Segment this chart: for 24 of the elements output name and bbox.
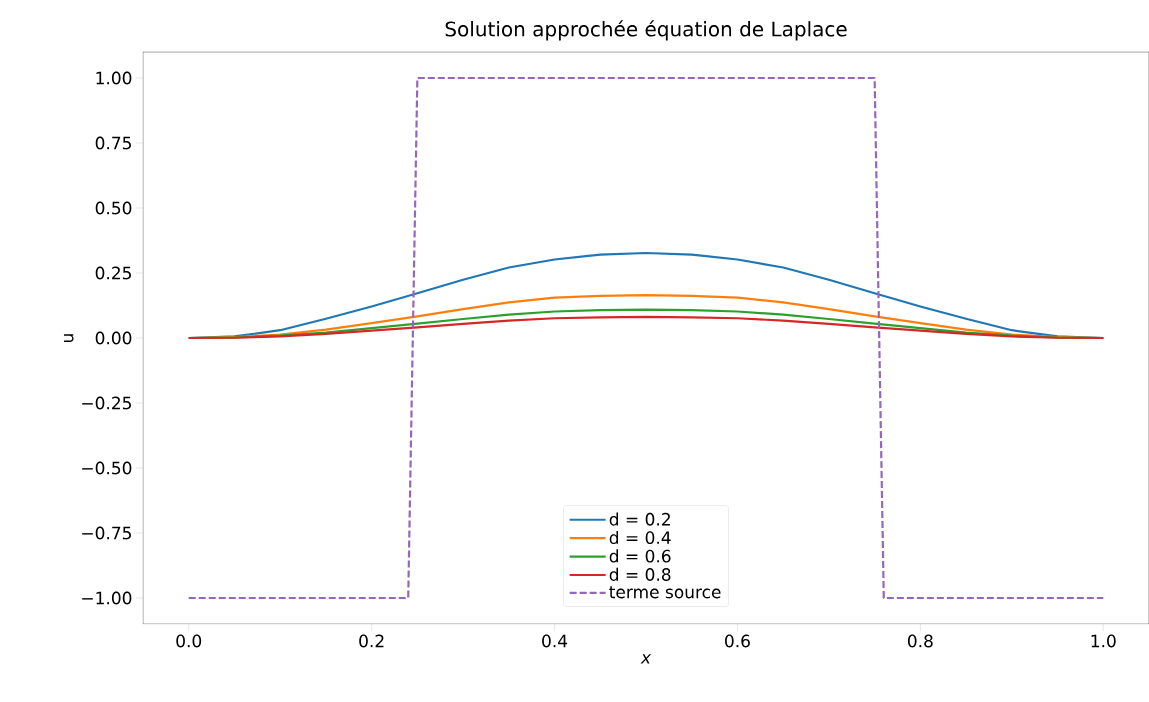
y-tick-label: 1.00 [96,71,132,85]
y-tick-label: −0.50 [82,461,132,475]
y-tick-label: −0.75 [82,526,131,540]
x-axis-title: x [640,654,652,664]
x-tick-label: 0.0 [176,634,202,648]
x-tick-label: 0.8 [907,634,933,648]
legend-label: d = 0.4 [609,530,671,545]
y-tick-label: 0.00 [95,331,132,345]
y-axis-title: u [63,334,74,342]
legend-label: d = 0.6 [609,549,671,563]
x-tick-label: 1.0 [1091,634,1116,648]
y-tick-label: −1.00 [82,591,132,605]
chart-title: Solution approchée équation de Laplace [445,20,847,41]
x-tick-label: 0.4 [542,634,568,648]
x-tick-label: 0.6 [725,634,750,648]
legend-label: d = 0.8 [609,567,671,581]
x-tick-label: 0.2 [359,634,384,648]
y-tick-label: 0.50 [95,201,132,215]
y-tick-label: 0.25 [95,266,131,280]
y-tick-label: 0.75 [95,136,131,150]
legend-label: terme source [609,586,721,599]
line-series [187,315,1105,340]
y-tick-label: −0.25 [82,396,131,410]
legend-label: d = 0.2 [609,512,670,526]
